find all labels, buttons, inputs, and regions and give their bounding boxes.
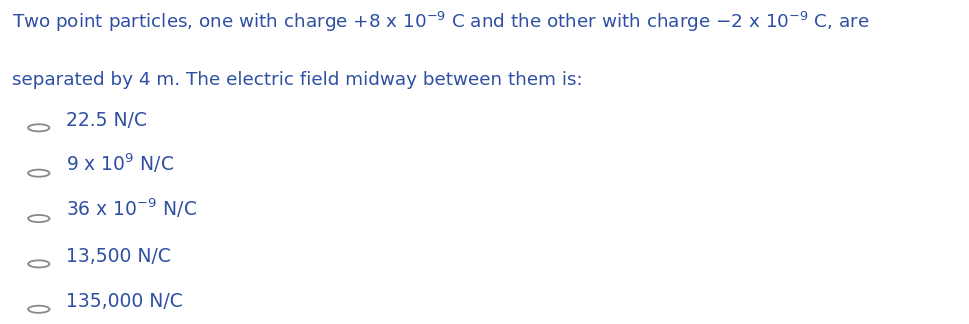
Text: 22.5 N/C: 22.5 N/C (66, 110, 147, 130)
Text: 13,500 N/C: 13,500 N/C (66, 247, 171, 266)
Text: 36 x 10$^{-9}$ N/C: 36 x 10$^{-9}$ N/C (66, 197, 197, 220)
Text: Two point particles, one with charge +8 x 10$^{-9}$ C and the other with charge : Two point particles, one with charge +8 … (12, 10, 868, 34)
Text: 135,000 N/C: 135,000 N/C (66, 292, 182, 311)
Text: separated by 4 m. The electric field midway between them is:: separated by 4 m. The electric field mid… (12, 71, 581, 89)
Text: 9 x 10$^{9}$ N/C: 9 x 10$^{9}$ N/C (66, 151, 174, 175)
